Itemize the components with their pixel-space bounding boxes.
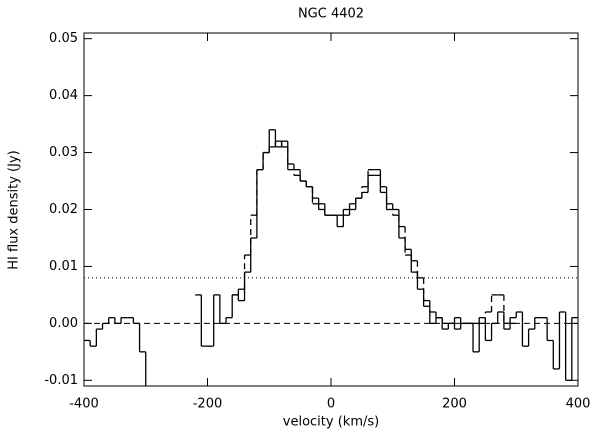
step-riser [237,141,505,324]
y-tick-label: 0.05 [49,31,78,46]
y-tick-label: 0.01 [49,259,78,274]
plot-frame [83,32,579,387]
x-tick-label: 0 [327,397,335,412]
y-axis-label: HI flux density (Jy) [7,150,22,269]
chart-title: NGC 4402 [298,7,364,22]
y-tick-label: 0.00 [49,316,78,331]
y-tick-label: 0.04 [49,88,78,103]
x-tick-label: -200 [193,397,223,412]
y-tick-label: -0.01 [44,373,78,388]
x-tick-label: 400 [566,397,591,412]
y-tick-label: 0.02 [49,202,78,217]
step-riser [89,129,573,386]
x-tick-label: 200 [442,397,467,412]
x-axis-label: velocity (km/s) [283,415,379,430]
y-tick-label: 0.03 [49,145,78,160]
plot-area [84,129,578,386]
x-tick-label: -400 [69,397,99,412]
